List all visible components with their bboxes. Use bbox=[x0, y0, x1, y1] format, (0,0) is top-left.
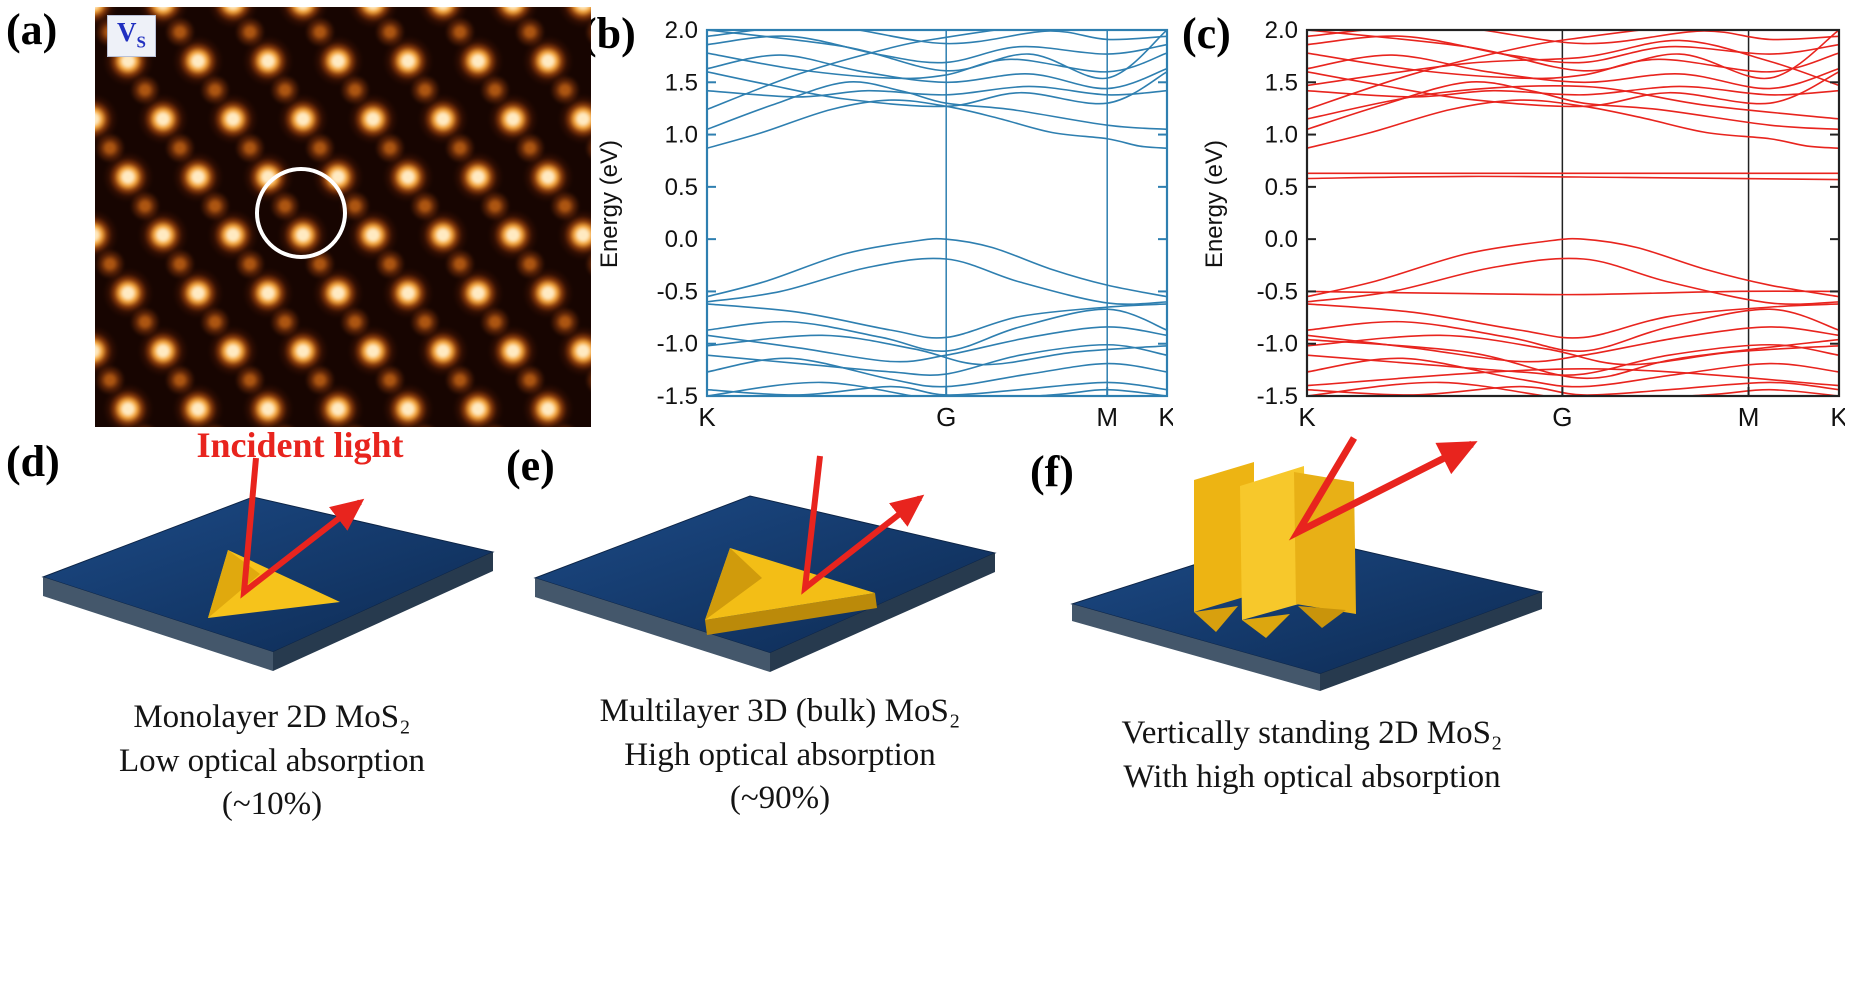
substrate-side-left bbox=[535, 578, 770, 672]
caption-line: Vertically standing 2D MoS₂ bbox=[1121, 715, 1503, 751]
incident-light-arrow bbox=[1288, 436, 1478, 541]
illustration-multilayer bbox=[533, 455, 997, 672]
illustration-vertical-sheets bbox=[1070, 436, 1544, 691]
svg-text:1.0: 1.0 bbox=[1265, 122, 1298, 149]
caption-vertical: Vertically standing 2D MoS₂ With high op… bbox=[1042, 712, 1582, 799]
illustration-monolayer bbox=[41, 457, 495, 671]
svg-text:M: M bbox=[1096, 402, 1118, 432]
stm-image: VS bbox=[95, 7, 591, 427]
svg-text:0.0: 0.0 bbox=[665, 226, 698, 253]
vacancy-circle-annotation bbox=[255, 167, 347, 259]
mos2-bulk-thickness bbox=[705, 593, 877, 635]
svg-text:K: K bbox=[1158, 402, 1173, 432]
y-axis-label-c: Energy (eV) bbox=[1201, 140, 1228, 269]
vertical-sheet-1 bbox=[1194, 462, 1254, 612]
incident-light-label: Incident light bbox=[196, 425, 404, 465]
sulfur-vacancy-label: VS bbox=[107, 15, 156, 57]
caption-line: Monolayer 2D MoS₂ bbox=[133, 699, 411, 735]
vertical-sheet-1-tooth bbox=[1194, 606, 1238, 632]
svg-text:-1.5: -1.5 bbox=[1257, 383, 1298, 410]
svg-text:-1.0: -1.0 bbox=[1257, 331, 1298, 358]
vertical-sheet-2 bbox=[1240, 466, 1306, 620]
caption-line: High optical absorption bbox=[624, 736, 936, 773]
panel-label-c: (c) bbox=[1182, 9, 1231, 58]
svg-text:-0.5: -0.5 bbox=[1257, 278, 1298, 305]
caption-line: Low optical absorption bbox=[118, 742, 426, 779]
substrate-side-right bbox=[1320, 592, 1542, 691]
vertical-sheet-2-tooth bbox=[1242, 614, 1290, 638]
caption-line: With high optical absorption bbox=[1123, 758, 1501, 795]
panel-label-e: (e) bbox=[506, 441, 555, 490]
svg-text:G: G bbox=[1552, 402, 1572, 432]
svg-text:0.5: 0.5 bbox=[665, 174, 698, 201]
panel-label-d: (d) bbox=[6, 437, 60, 486]
substrate-side-right bbox=[273, 552, 493, 671]
panel-label-a: (a) bbox=[6, 5, 58, 54]
vacancy-label-v: V bbox=[117, 17, 137, 47]
svg-text:-1.5: -1.5 bbox=[657, 383, 698, 410]
svg-text:0.0: 0.0 bbox=[1265, 226, 1298, 253]
incident-light-arrow bbox=[240, 457, 365, 599]
band-structure-chart-b: 2.01.51.00.50.0-0.5-1.0-1.5K G M K bbox=[657, 20, 1173, 432]
caption-line: (~90%) bbox=[729, 780, 831, 817]
vertical-sheet-3-tooth bbox=[1298, 606, 1346, 628]
substrate-side-left bbox=[43, 577, 273, 671]
substrate-side-right bbox=[770, 553, 995, 672]
mos2-bulk-shade bbox=[705, 548, 762, 620]
svg-text:1.5: 1.5 bbox=[1265, 69, 1298, 96]
incident-light-arrow bbox=[801, 455, 925, 595]
caption-line: (~10%) bbox=[221, 786, 323, 823]
y-axis-label-b: Energy (eV) bbox=[596, 140, 623, 269]
panel-label-f: (f) bbox=[1030, 447, 1074, 496]
svg-text:1.0: 1.0 bbox=[665, 122, 698, 149]
svg-text:G: G bbox=[936, 402, 956, 432]
caption-line: Multilayer 3D (bulk) MoS₂ bbox=[599, 693, 961, 729]
svg-text:2.0: 2.0 bbox=[1265, 20, 1298, 44]
svg-text:M: M bbox=[1738, 402, 1760, 432]
svg-text:K: K bbox=[1830, 402, 1845, 432]
svg-text:K: K bbox=[698, 402, 716, 432]
substrate-side-left bbox=[1072, 604, 1320, 691]
caption-multilayer: Multilayer 3D (bulk) MoS₂ High optical a… bbox=[518, 690, 1042, 821]
svg-text:-0.5: -0.5 bbox=[657, 278, 698, 305]
svg-text:2.0: 2.0 bbox=[665, 20, 698, 44]
svg-text:1.5: 1.5 bbox=[665, 69, 698, 96]
vacancy-label-s: S bbox=[136, 32, 146, 52]
band-structure-chart-c: 2.01.51.00.50.0-0.5-1.0-1.5K G M K bbox=[1257, 20, 1845, 432]
svg-text:-1.0: -1.0 bbox=[657, 331, 698, 358]
svg-text:0.5: 0.5 bbox=[1265, 174, 1298, 201]
caption-monolayer: Monolayer 2D MoS₂ Low optical absorption… bbox=[30, 696, 514, 827]
svg-text:K: K bbox=[1298, 402, 1316, 432]
